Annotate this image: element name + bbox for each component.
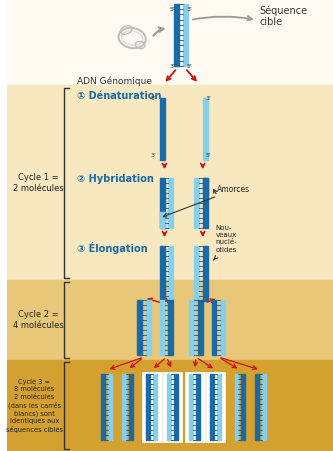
Bar	[255, 374, 259, 440]
Bar	[203, 98, 207, 160]
Bar	[108, 374, 112, 440]
Bar	[160, 212, 165, 228]
Bar	[7, 85, 333, 280]
Text: Cycle 1 =
2 molécules: Cycle 1 = 2 molécules	[13, 173, 64, 193]
Bar	[168, 246, 173, 301]
Bar	[220, 300, 225, 355]
Text: Nou-
veaux
nuclé-
otides: Nou- veaux nuclé- otides	[215, 225, 237, 253]
Text: Séquence
cible: Séquence cible	[259, 5, 308, 27]
Text: 3': 3'	[186, 7, 192, 12]
Text: 3': 3'	[169, 64, 175, 69]
Bar	[196, 374, 200, 440]
Text: 5': 5'	[206, 153, 211, 158]
Text: Cycle 3 =
8 molécules
2 molécules
(dans les carrés
blancs) sont
identiques aux
s: Cycle 3 = 8 molécules 2 molécules (dans …	[6, 379, 63, 433]
Bar	[153, 374, 157, 440]
Bar	[234, 374, 238, 440]
Bar	[206, 372, 225, 442]
Bar	[203, 178, 207, 194]
Text: ③ Élongation: ③ Élongation	[77, 242, 148, 254]
Bar	[146, 300, 151, 355]
Bar	[168, 178, 173, 228]
Bar	[189, 374, 193, 440]
Text: ADN Génomique: ADN Génomique	[77, 76, 152, 86]
Text: Amorces: Amorces	[217, 185, 250, 194]
Bar	[142, 372, 162, 442]
Bar	[163, 372, 182, 442]
Bar	[137, 300, 142, 355]
Text: 3': 3'	[206, 96, 211, 101]
Bar	[160, 178, 165, 228]
Bar	[167, 374, 171, 440]
Text: 5': 5'	[186, 64, 192, 69]
Bar	[189, 300, 194, 355]
Text: ① Dénaturation: ① Dénaturation	[77, 91, 162, 101]
Bar	[147, 374, 150, 440]
Bar	[7, 0, 333, 85]
Bar	[160, 246, 165, 301]
Bar	[185, 372, 205, 442]
Bar	[122, 374, 126, 440]
Bar	[129, 374, 133, 440]
Text: Cycle 2 =
4 molécules: Cycle 2 = 4 molécules	[13, 310, 64, 330]
Text: 5': 5'	[151, 96, 157, 101]
Bar	[203, 246, 207, 301]
Bar	[101, 374, 105, 440]
Bar	[262, 374, 266, 440]
Bar	[194, 178, 199, 228]
Bar	[174, 374, 178, 440]
Bar	[160, 98, 165, 160]
Bar	[183, 4, 188, 66]
Bar	[217, 374, 221, 440]
Text: 5': 5'	[169, 7, 175, 12]
Bar	[7, 360, 333, 451]
Bar	[211, 300, 216, 355]
Bar	[174, 4, 179, 66]
Bar	[168, 300, 173, 355]
Bar	[194, 246, 199, 301]
Bar	[241, 374, 245, 440]
Bar	[203, 178, 207, 228]
Bar	[160, 300, 165, 355]
Bar	[198, 300, 203, 355]
Bar	[7, 280, 333, 360]
Bar	[210, 374, 214, 440]
Text: 3': 3'	[151, 153, 157, 158]
Text: ② Hybridation: ② Hybridation	[77, 174, 154, 184]
